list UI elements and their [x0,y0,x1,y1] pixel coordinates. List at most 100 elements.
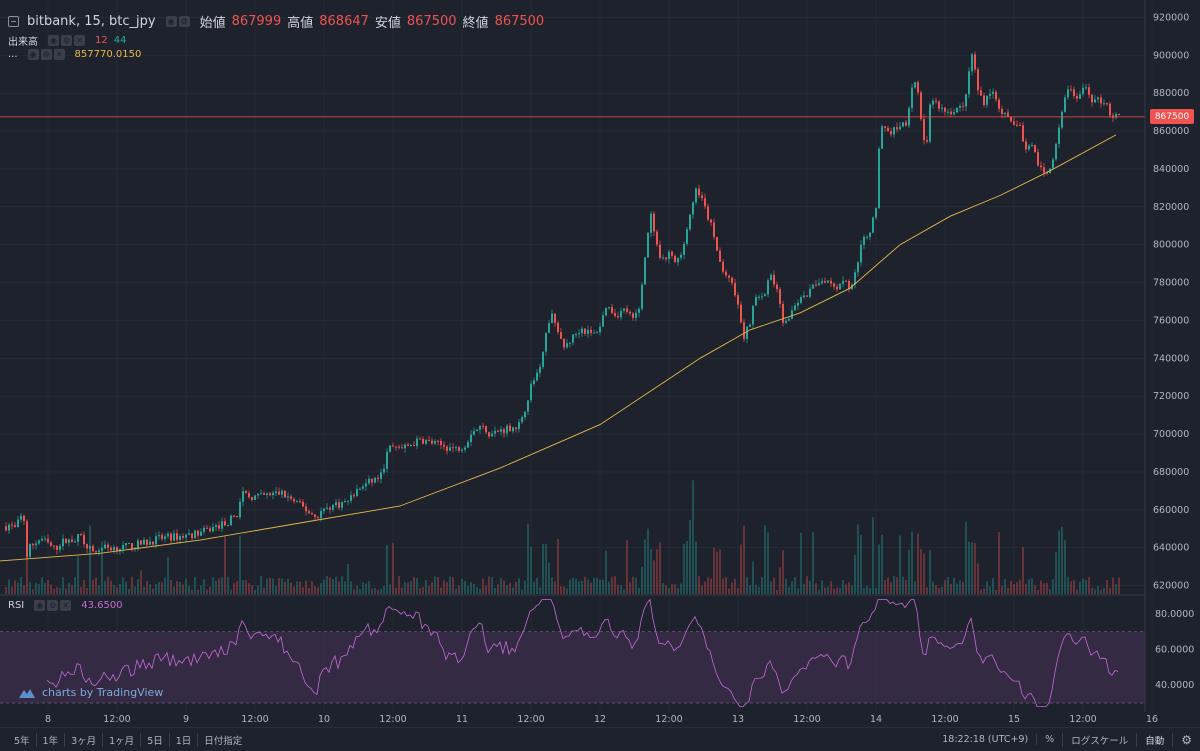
eye-icon[interactable]: ◉ [48,35,59,46]
candle-body [311,513,313,515]
volume-bar [788,587,790,594]
volume-bar [626,540,628,594]
log-scale-toggle[interactable]: ログスケール [1062,732,1136,747]
volume-bar [1073,579,1075,594]
volume-bar [104,580,106,594]
rsi-label[interactable]: RSI [8,600,25,611]
candle-body [791,310,793,319]
range-custom-date[interactable]: 日付指定 [204,735,243,747]
volume-bar [380,588,382,594]
candle-body [158,535,160,537]
range-3m[interactable]: 3ヶ月 [65,732,104,747]
candle-body [347,500,349,502]
candle-body [722,261,724,272]
volume-bar [839,587,841,594]
collapse-icon[interactable] [8,16,19,27]
close-icon[interactable]: ✕ [53,49,65,60]
candle-body [374,477,376,483]
settings-icon[interactable]: ⚙ [178,16,190,27]
candle-body [344,501,346,503]
candle-body [164,536,166,539]
candle-body [59,546,61,550]
candle-body [959,105,961,108]
candle-body [122,545,124,550]
volume-bar [500,578,502,594]
candle-body [305,506,307,512]
volume-bar [719,549,721,594]
volume-bar [590,582,592,594]
volume-bar [338,581,340,594]
range-1y[interactable]: 1年 [37,732,66,747]
volume-bar [251,585,253,594]
symbol-label[interactable]: bitbank, 15, btc_jpy [27,14,156,29]
volume-bar [80,587,82,594]
candle-body [644,257,646,285]
close-icon[interactable]: ✕ [60,600,72,611]
time-tick-label: 13 [732,714,744,725]
candle-body [527,400,529,412]
candle-body [695,188,697,203]
volume-bar [914,581,916,594]
range-1d[interactable]: 1日 [170,732,199,747]
candle-body [1064,97,1066,112]
volume-bar [1103,587,1105,594]
candle-body [71,539,73,542]
candle-body [512,427,514,432]
trading-chart[interactable]: 920000 900000 880000 860000 840000 820000 8000… [0,0,1200,727]
eye-icon[interactable]: ◉ [34,600,46,611]
volume-bar [509,582,511,594]
tradingview-watermark[interactable]: charts by TradingView [18,686,163,699]
volume-bar [875,588,877,594]
high-value: 868647 [319,14,369,29]
range-5d[interactable]: 5日 [141,732,170,747]
auto-scale-toggle[interactable]: 自動 [1136,732,1172,747]
range-5y[interactable]: 5年 [8,732,37,747]
settings-icon[interactable]: ⚙ [61,35,72,46]
volume-bar [737,588,739,594]
close-icon[interactable]: ✕ [74,35,85,46]
candle-body [830,280,832,284]
volume-bar [488,576,490,594]
eye-icon[interactable]: ◉ [27,49,39,60]
candle-body [563,338,565,348]
percent-scale-toggle[interactable]: % [1036,734,1062,745]
volume-bar [341,576,343,594]
volume-bar [326,576,328,594]
gear-icon[interactable]: ⚙ [1172,732,1200,747]
settings-icon[interactable]: ⚙ [40,49,52,60]
ma-label[interactable]: ... [8,49,18,60]
candle-body [41,538,43,541]
volume-bar [197,589,199,594]
volume-bar [77,556,79,594]
volume-bar [842,579,844,594]
volume-bar [533,581,535,594]
settings-icon[interactable]: ⚙ [47,600,59,611]
clock[interactable]: 18:22:18 (UTC+9) [942,734,1029,745]
candle-body [554,313,556,323]
volume-bar [563,586,565,594]
volume-label[interactable]: 出来高 [8,37,38,48]
price-tick-label: 640000 [1153,543,1189,554]
candle-body [368,478,370,484]
volume-bar [440,587,442,594]
candle-body [476,429,478,432]
volume-bar [401,587,403,594]
range-1m[interactable]: 1ヶ月 [103,732,142,747]
volume-bar [524,580,526,594]
candle-body [44,538,46,540]
candle-body [11,524,13,526]
candle-body [749,324,751,327]
volume-bar [404,582,406,594]
volume-bar [974,543,976,594]
volume-bar [203,579,205,594]
volume-bar [725,577,727,594]
volume-bar [854,554,856,594]
volume-bar [539,587,541,594]
candle-body [968,71,970,95]
eye-icon[interactable]: ◉ [165,16,177,27]
volume-bar [965,521,967,594]
volume-bar [95,577,97,594]
volume-bar [1037,589,1039,594]
candle-body [719,250,721,262]
candle-body [1043,167,1045,173]
